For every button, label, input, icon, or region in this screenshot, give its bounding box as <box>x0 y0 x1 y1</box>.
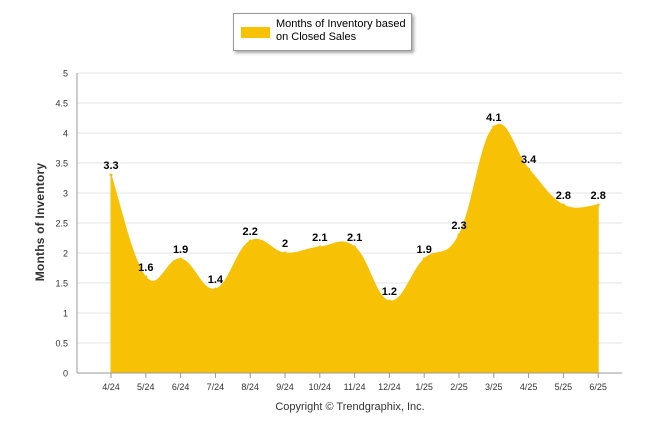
x-tick-label: 12/24 <box>378 382 401 392</box>
y-tick-label: 3.5 <box>55 159 68 169</box>
x-tick-label: 5/25 <box>555 382 573 392</box>
x-tick-label: 5/24 <box>137 382 155 392</box>
data-point <box>213 287 217 291</box>
x-tick-label: 6/24 <box>172 382 190 392</box>
data-label: 1.4 <box>208 274 224 286</box>
data-point <box>179 257 183 261</box>
data-point <box>387 299 391 303</box>
x-tick-label: 3/25 <box>485 382 503 392</box>
y-tick-label: 4.5 <box>55 99 68 109</box>
data-label: 3.3 <box>103 160 118 172</box>
data-point <box>596 203 600 207</box>
x-axis-title: Copyright © Trendgraphix, Inc. <box>275 401 425 413</box>
data-label: 2.1 <box>347 232 362 244</box>
y-tick-label: 3 <box>63 189 68 199</box>
data-label: 1.6 <box>138 262 153 274</box>
x-tick-label: 4/24 <box>102 382 120 392</box>
x-tick-label: 8/24 <box>241 382 259 392</box>
y-axis-title: Months of Inventory <box>33 162 47 282</box>
y-tick-label: 5 <box>63 69 68 79</box>
y-tick-label: 0 <box>63 369 68 379</box>
data-point <box>318 245 322 249</box>
data-label: 2.2 <box>243 226 258 238</box>
legend-label: Months of Inventory based on Closed Sale… <box>276 18 410 44</box>
data-label: 1.9 <box>173 244 188 256</box>
legend: Months of Inventory based on Closed Sale… <box>233 13 412 51</box>
legend-swatch <box>241 27 270 38</box>
y-tick-label: 2.5 <box>55 219 68 229</box>
x-tick-label: 10/24 <box>309 382 332 392</box>
series-area <box>110 123 599 374</box>
x-tick-label: 4/25 <box>520 382 538 392</box>
data-label: 1.9 <box>417 244 432 256</box>
data-point <box>492 125 496 129</box>
data-label: 2.8 <box>591 190 606 202</box>
data-label: 2.3 <box>451 220 466 232</box>
data-point <box>144 275 148 279</box>
data-point <box>422 257 426 261</box>
data-point <box>283 251 287 255</box>
data-label: 2.1 <box>312 232 327 244</box>
x-tick-label: 7/24 <box>207 382 225 392</box>
legend-label-line1: Months of Inventory based <box>276 18 406 30</box>
x-tick-label: 9/24 <box>276 382 294 392</box>
x-tick-label: 6/25 <box>589 382 607 392</box>
data-point <box>109 173 113 177</box>
x-tick-label: 11/24 <box>344 382 366 392</box>
data-point <box>527 167 531 171</box>
y-tick-label: 4 <box>63 129 68 139</box>
data-point <box>248 239 252 243</box>
y-tick-label: 0.5 <box>55 339 68 349</box>
data-label: 4.1 <box>486 112 501 124</box>
y-tick-label: 1.5 <box>55 279 68 289</box>
legend-label-line2: on Closed Sales <box>276 31 357 43</box>
y-tick-label: 2 <box>63 249 68 259</box>
data-label: 2.8 <box>556 190 571 202</box>
x-tick-label: 1/25 <box>415 382 433 392</box>
y-tick-label: 1 <box>63 309 68 319</box>
data-label: 2 <box>282 238 288 250</box>
data-label: 1.2 <box>382 286 397 298</box>
data-point <box>561 203 565 207</box>
x-tick-label: 2/25 <box>450 382 468 392</box>
data-point <box>353 245 357 249</box>
data-point <box>457 233 461 237</box>
data-label: 3.4 <box>521 154 537 166</box>
